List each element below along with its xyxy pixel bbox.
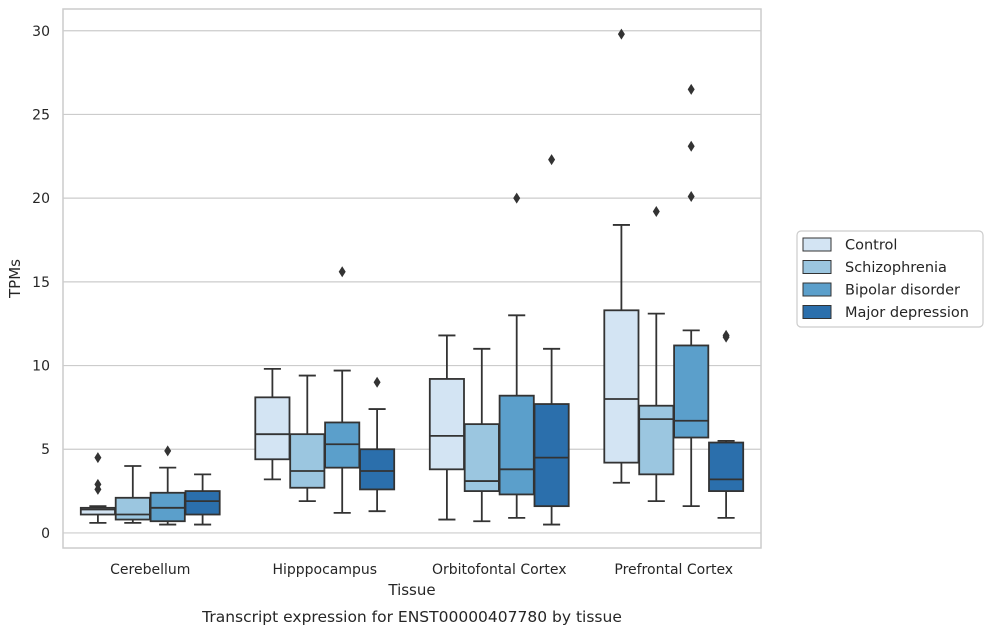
legend[interactable]: Control Schizophrenia Bipolar disorder Majo… [796, 230, 984, 328]
legend-item[interactable]: Schizophrenia [802, 260, 947, 276]
grid-lines [63, 30, 761, 534]
outlier-point [687, 140, 695, 152]
outlier-point [722, 329, 730, 341]
legend-swatch [802, 305, 832, 319]
outlier-point [513, 192, 521, 204]
box-schizophrenia[interactable] [638, 206, 675, 503]
legend-label: Schizophrenia [845, 260, 947, 276]
y-tick-label: 25 [32, 107, 50, 123]
y-axis-label: TPMs [6, 259, 24, 299]
legend-label: Control [845, 238, 897, 254]
iqr-box [673, 344, 710, 439]
y-tick-label: 5 [41, 442, 50, 458]
iqr-box [603, 309, 640, 464]
legend-label: Major depression [845, 305, 969, 321]
legend-swatch [802, 237, 832, 252]
box-bipolar-disorder[interactable] [673, 83, 710, 508]
y-tick-label: 30 [32, 24, 50, 40]
outlier-point [94, 478, 102, 490]
legend-item[interactable]: Major depression [802, 305, 969, 321]
legend-label: Bipolar disorder [845, 283, 960, 299]
iqr-box [254, 396, 291, 461]
iqr-box [498, 394, 535, 496]
iqr-box [289, 433, 326, 489]
iqr-box [708, 441, 745, 492]
iqr-box [184, 490, 221, 516]
iqr-box [359, 448, 396, 491]
box-bipolar-disorder[interactable] [149, 445, 186, 526]
legend-frame [796, 230, 984, 328]
y-tick-label: 20 [32, 191, 50, 207]
outlier-point [373, 376, 381, 388]
legend-item[interactable]: Bipolar disorder [802, 282, 960, 299]
outlier-point [164, 445, 172, 457]
box-major-depression[interactable] [184, 473, 221, 526]
y-tick-label: 10 [32, 359, 50, 375]
iqr-box [638, 404, 675, 476]
x-tick-label: Cerebellum [110, 562, 190, 578]
outlier-point [94, 452, 102, 464]
box-bipolar-disorder[interactable] [324, 266, 361, 514]
box-major-depression[interactable] [533, 154, 570, 526]
box-major-depression[interactable] [359, 376, 396, 513]
outlier-point [548, 154, 556, 166]
box-schizophrenia[interactable] [463, 347, 500, 523]
outlier-point [687, 190, 695, 202]
box-schizophrenia[interactable] [289, 374, 326, 503]
plot-frame [62, 8, 762, 549]
iqr-box [463, 423, 500, 492]
box-control[interactable] [603, 28, 640, 484]
box-bipolar-disorder[interactable] [498, 192, 535, 519]
outlier-point [652, 206, 660, 218]
chart-caption: Transcript expression for ENST0000040778… [201, 608, 622, 626]
legend-swatch [802, 282, 832, 297]
iqr-box [533, 403, 570, 508]
outlier-point [687, 83, 695, 95]
x-tick-label: Prefrontal Cortex [614, 562, 733, 578]
x-tick-label: Hipppocampus [272, 562, 377, 578]
tick-labels: 0 5 10 15 20 25 30 Cerebellum Hipppocampus Orbito… [32, 24, 733, 578]
box-control[interactable] [254, 367, 291, 481]
box-layer [79, 28, 745, 526]
y-tick-label: 15 [32, 275, 50, 291]
outlier-point [617, 28, 625, 40]
x-axis-label: Tissue [387, 581, 435, 599]
iqr-box [114, 496, 151, 521]
box-control[interactable] [428, 334, 465, 521]
legend-item[interactable]: Control [802, 237, 897, 254]
x-tick-label: Orbitofontal Cortex [432, 562, 567, 578]
outlier-point [338, 266, 346, 278]
box-major-depression[interactable] [708, 329, 745, 519]
y-tick-label: 0 [41, 526, 50, 542]
box-control[interactable] [79, 452, 116, 524]
box-schizophrenia[interactable] [114, 465, 151, 524]
legend-swatch [802, 260, 832, 274]
iqr-box [428, 378, 465, 471]
